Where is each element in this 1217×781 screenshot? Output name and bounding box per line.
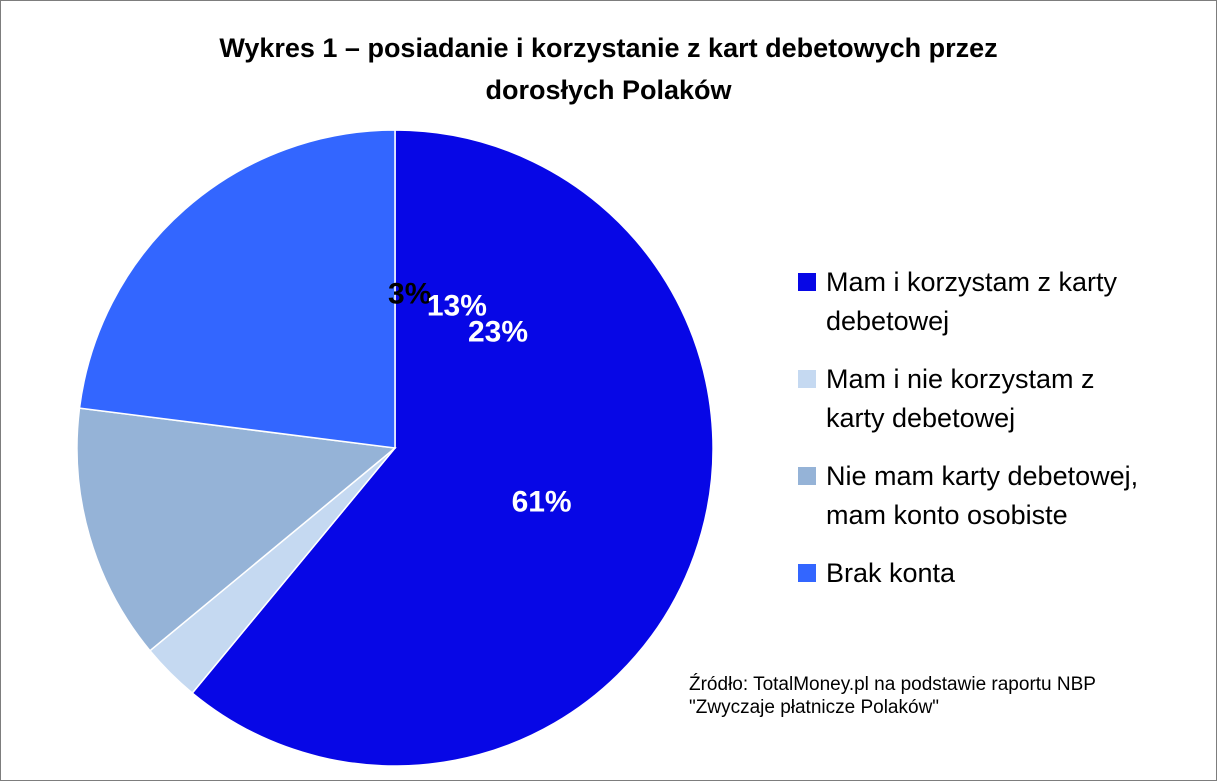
legend-item-1: Mam i nie korzystam z karty debetowej bbox=[798, 360, 1198, 438]
source-note: Źródło: TotalMoney.pl na podstawie rapor… bbox=[689, 673, 1096, 719]
pie-slice-2 bbox=[76, 407, 397, 652]
chart-title-line1: Wykres 1 – posiadanie i korzystanie z ka… bbox=[219, 33, 998, 63]
legend: Mam i korzystam z karty debetowej Mam i n… bbox=[798, 263, 1198, 612]
pie-slice-3 bbox=[78, 129, 396, 449]
pie-data-label-0: 61% bbox=[512, 485, 572, 518]
legend-label-1: Mam i nie korzystam z karty debetowej bbox=[826, 364, 1095, 433]
legend-swatch-0 bbox=[798, 273, 816, 291]
pie-data-label-1: 3% bbox=[388, 277, 431, 310]
legend-label-2: Nie mam karty debetowej, mam konto osobi… bbox=[826, 461, 1139, 530]
chart-title: Wykres 1 – posiadanie i korzystanie z ka… bbox=[1, 27, 1216, 111]
legend-item-3: Brak konta bbox=[798, 554, 1198, 593]
pie-chart: 61% 3%13%23% bbox=[76, 129, 714, 767]
pie-slice-0 bbox=[191, 129, 714, 767]
legend-label-3: Brak konta bbox=[826, 558, 956, 588]
legend-swatch-1 bbox=[798, 370, 816, 388]
pie-data-label-2: 13% bbox=[427, 290, 487, 323]
source-line1: Źródło: TotalMoney.pl na podstawie rapor… bbox=[689, 674, 1096, 695]
source-line2: "Zwyczaje płatnicze Polaków" bbox=[689, 697, 940, 718]
legend-item-2: Nie mam karty debetowej, mam konto osobi… bbox=[798, 457, 1198, 535]
chart-title-line2: dorosłych Polaków bbox=[485, 75, 732, 105]
legend-swatch-3 bbox=[798, 564, 816, 582]
legend-swatch-2 bbox=[798, 467, 816, 485]
pie-data-label-3: 23% bbox=[468, 316, 528, 349]
legend-label-0: Mam i korzystam z karty debetowej bbox=[826, 267, 1118, 336]
legend-item-0: Mam i korzystam z karty debetowej bbox=[798, 263, 1198, 341]
